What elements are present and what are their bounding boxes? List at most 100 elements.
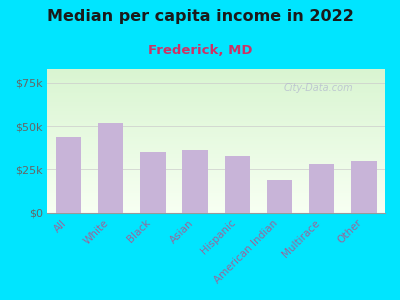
Bar	[48, 201, 385, 203]
Bar	[48, 206, 385, 207]
Bar	[48, 193, 385, 194]
Bar	[48, 208, 385, 210]
Bar	[48, 129, 385, 131]
Bar	[182, 150, 208, 213]
Bar	[48, 124, 385, 125]
Bar	[48, 211, 385, 213]
Bar	[351, 161, 376, 213]
Bar	[48, 127, 385, 128]
Bar	[48, 80, 385, 82]
Bar	[48, 184, 385, 185]
Bar	[48, 178, 385, 180]
Bar	[48, 72, 385, 73]
Bar	[48, 185, 385, 187]
Bar	[48, 164, 385, 165]
Bar	[48, 115, 385, 116]
Bar	[48, 160, 385, 161]
Bar	[48, 132, 385, 134]
Bar	[48, 204, 385, 206]
Bar	[48, 131, 385, 132]
Bar	[48, 177, 385, 178]
Bar	[48, 89, 385, 91]
Bar	[48, 157, 385, 158]
Bar	[48, 136, 385, 138]
Bar	[48, 118, 385, 119]
Bar	[48, 103, 385, 105]
Bar	[48, 111, 385, 112]
Bar	[48, 210, 385, 211]
Bar	[48, 108, 385, 109]
Bar	[48, 79, 385, 80]
Bar	[48, 198, 385, 200]
Bar	[48, 119, 385, 121]
Bar	[48, 105, 385, 106]
Bar	[48, 154, 385, 155]
Bar	[48, 188, 385, 190]
Bar	[48, 142, 385, 144]
Bar	[48, 78, 385, 79]
Bar	[48, 128, 385, 129]
Bar	[48, 114, 385, 115]
Bar	[48, 69, 385, 70]
Bar	[48, 134, 385, 135]
Bar	[48, 194, 385, 196]
Bar	[48, 196, 385, 197]
Bar	[48, 138, 385, 140]
Bar	[48, 70, 385, 72]
Bar	[48, 140, 385, 141]
Bar	[98, 123, 124, 213]
Bar	[48, 99, 385, 101]
Bar	[48, 82, 385, 83]
Text: Frederick, MD: Frederick, MD	[148, 44, 252, 56]
Bar	[48, 145, 385, 147]
Bar	[48, 165, 385, 167]
Bar	[48, 73, 385, 75]
Bar	[48, 163, 385, 164]
Bar	[48, 102, 385, 104]
Bar	[267, 180, 292, 213]
Bar	[48, 95, 385, 96]
Bar	[48, 168, 385, 170]
Bar	[48, 91, 385, 92]
Bar	[48, 85, 385, 86]
Bar	[48, 203, 385, 204]
Bar	[48, 207, 385, 208]
Text: Median per capita income in 2022: Median per capita income in 2022	[46, 9, 354, 24]
Bar	[48, 197, 385, 198]
Bar	[48, 147, 385, 148]
Bar	[48, 86, 385, 88]
Bar	[48, 112, 385, 114]
Bar	[48, 83, 385, 85]
Bar	[48, 93, 385, 95]
Bar	[48, 190, 385, 191]
Bar	[48, 109, 385, 111]
Bar	[56, 136, 81, 213]
Bar	[309, 164, 334, 213]
Bar	[48, 141, 385, 142]
Bar	[48, 88, 385, 89]
Bar	[48, 167, 385, 168]
Bar	[48, 125, 385, 127]
Bar	[225, 156, 250, 213]
Bar	[48, 176, 385, 177]
Bar	[48, 191, 385, 193]
Bar	[48, 98, 385, 99]
Bar	[48, 92, 385, 93]
Bar	[48, 149, 385, 151]
Bar	[48, 121, 385, 122]
Bar	[48, 171, 385, 172]
Text: City-Data.com: City-Data.com	[284, 83, 353, 93]
Bar	[48, 200, 385, 201]
Bar	[48, 172, 385, 174]
Bar	[48, 152, 385, 154]
Bar	[48, 144, 385, 145]
Bar	[140, 152, 166, 213]
Bar	[48, 170, 385, 171]
Bar	[48, 116, 385, 118]
Bar	[48, 135, 385, 136]
Bar	[48, 180, 385, 181]
Bar	[48, 76, 385, 78]
Bar	[48, 148, 385, 149]
Bar	[48, 183, 385, 184]
Bar	[48, 161, 385, 163]
